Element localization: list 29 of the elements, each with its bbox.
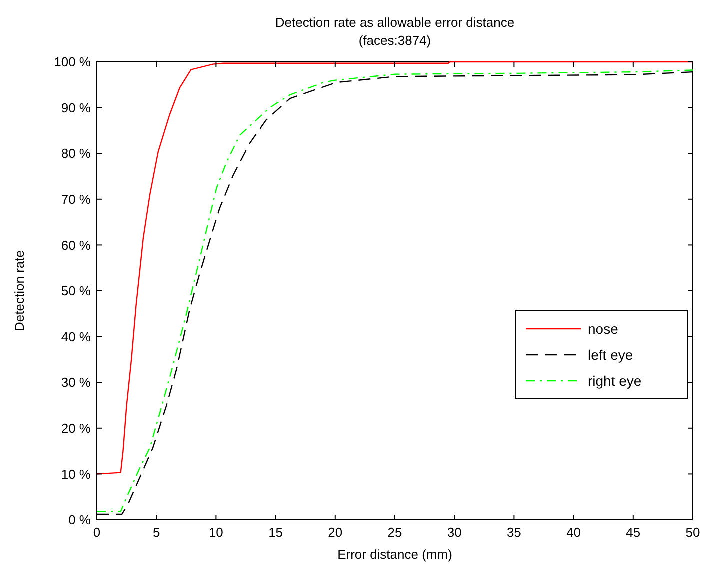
y-tick-label: 10 % bbox=[61, 466, 92, 482]
x-tick-label: 0 bbox=[93, 525, 101, 540]
y-axis-title: Detection rate bbox=[12, 250, 27, 332]
legend-label: left eye bbox=[588, 346, 634, 363]
y-tick-label: 40 % bbox=[61, 329, 92, 344]
y-tick-label: 20 % bbox=[61, 420, 92, 436]
x-tick-label: 40 bbox=[566, 525, 582, 540]
y-tick-label: 60 % bbox=[61, 238, 92, 253]
y-tick-label: 30 % bbox=[61, 375, 92, 390]
y-tick-label: 70 % bbox=[61, 192, 92, 207]
x-tick-label: 35 bbox=[506, 525, 522, 540]
x-tick-label: 10 bbox=[208, 525, 224, 540]
x-tick-label: 45 bbox=[626, 525, 641, 540]
x-tick-label: 25 bbox=[388, 525, 402, 540]
x-tick-label: 15 bbox=[268, 525, 284, 540]
chart-subtitle: (faces:3874) bbox=[358, 33, 432, 48]
x-tick-label: 30 bbox=[447, 525, 462, 540]
legend-label: nose bbox=[588, 320, 619, 337]
y-tick-label: 50 % bbox=[61, 284, 92, 299]
chart-title: Detection rate as allowable error distance bbox=[275, 15, 515, 30]
y-tick-label: 80 % bbox=[61, 146, 92, 162]
y-tick-label: 90 % bbox=[61, 100, 92, 116]
x-axis-title: Error distance (mm) bbox=[338, 547, 452, 562]
x-tick-label: 5 bbox=[152, 525, 160, 540]
x-tick-label: 50 bbox=[686, 525, 700, 540]
x-tick-label: 20 bbox=[328, 525, 343, 540]
y-tick-label: 100 % bbox=[54, 54, 92, 70]
legend-label: right eye bbox=[588, 372, 642, 389]
y-tick-label: 0 % bbox=[68, 512, 92, 528]
